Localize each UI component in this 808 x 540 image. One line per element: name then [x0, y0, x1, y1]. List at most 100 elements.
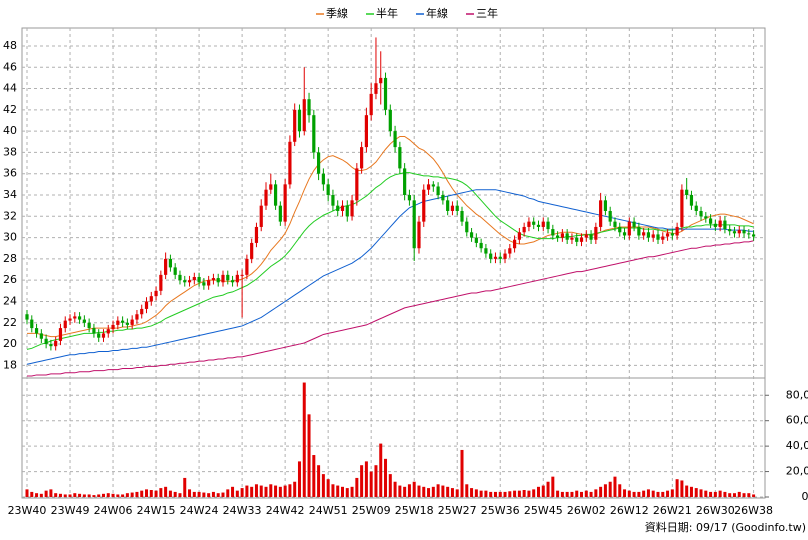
x-tick-label: 25W09 [352, 504, 391, 517]
candle-body [326, 184, 330, 196]
volume-bar [570, 491, 574, 497]
volume-bar [297, 461, 301, 497]
candle-body [742, 230, 746, 234]
volume-bar [556, 490, 560, 497]
candle-body [164, 258, 168, 275]
volume-bar [293, 481, 297, 497]
candle-body [436, 186, 440, 196]
candle-body [484, 248, 488, 254]
volume-bar [87, 494, 91, 497]
candle-body [532, 221, 536, 225]
candle-body [369, 93, 373, 116]
volume-bar [608, 481, 612, 497]
volume-bar [326, 479, 330, 497]
y-tick-label: 20 [3, 337, 17, 350]
volume-bar [685, 485, 689, 497]
volume-bar [288, 484, 292, 497]
volume-bar [278, 486, 282, 497]
y-tick-label: 40 [3, 124, 17, 137]
y-tick-label: 46 [3, 60, 17, 73]
candle-body [135, 314, 139, 320]
volume-bar [455, 489, 459, 497]
candle-body [560, 233, 564, 238]
y2-tick-label: 60,000 [786, 414, 808, 427]
volume-bar [594, 489, 598, 497]
volume-bar [101, 493, 105, 497]
x-tick-label: 25W18 [395, 504, 434, 517]
x-tick-label: 25W27 [438, 504, 477, 517]
candle-body [431, 184, 435, 187]
candle-body [106, 329, 110, 334]
candle-body [665, 233, 670, 237]
volume-bar [427, 488, 431, 497]
candle-body [187, 280, 192, 283]
volume-bar [422, 486, 426, 497]
candle-body [699, 210, 703, 217]
volume-bar [470, 488, 474, 497]
candle-body [474, 237, 478, 243]
candle-body [240, 274, 244, 276]
volume-bar [431, 486, 435, 497]
volume-bar [130, 492, 134, 497]
volume-bar [82, 494, 86, 497]
volume-bar [125, 493, 129, 497]
volume-bar [527, 490, 531, 497]
volume-bar [460, 449, 464, 497]
volume-bar [49, 489, 53, 497]
volume-bar [63, 494, 67, 497]
candle-body [49, 344, 53, 347]
volume-bar [35, 493, 39, 497]
volume-bar [384, 458, 388, 497]
volume-bar [646, 489, 650, 497]
ma-line [26, 172, 754, 350]
candle-body [570, 237, 574, 240]
volume-bar [599, 486, 603, 497]
volume-bar [718, 490, 722, 497]
volume-bar [54, 493, 58, 497]
volume-bar [340, 486, 344, 497]
x-tick-label: 24W33 [223, 504, 262, 517]
volume-bar [164, 486, 168, 497]
candle-body [708, 218, 713, 224]
candle-body [613, 221, 617, 227]
candle-body [685, 189, 689, 196]
candle-body [202, 282, 206, 286]
volume-bar [235, 490, 239, 497]
y-tick-label: 18 [3, 358, 17, 371]
volume-bar [168, 490, 172, 497]
candle-body [675, 226, 679, 236]
candle-body [183, 280, 187, 283]
volume-bar [417, 485, 421, 497]
candle-body [407, 195, 412, 201]
candle-body [293, 109, 297, 142]
volume-bar [30, 491, 34, 497]
x-tick-label: 26W02 [567, 504, 606, 517]
volume-bar [39, 493, 43, 497]
candle-body [512, 239, 517, 249]
candle-body [121, 320, 125, 323]
candle-body [632, 221, 636, 227]
candle-body [259, 205, 263, 227]
candle-body [752, 234, 756, 237]
legend-label: 年線 [426, 6, 448, 20]
candle-body [594, 226, 598, 240]
candle-body [312, 115, 316, 153]
candle-body [207, 280, 211, 286]
volume-bar [675, 479, 679, 497]
volume-bar [565, 491, 569, 497]
volume-bar [192, 491, 196, 497]
volume-bar [245, 485, 249, 497]
volume-bar [603, 484, 607, 497]
volume-bar [560, 491, 564, 497]
candle-body [446, 200, 450, 211]
volume-bar [503, 491, 507, 497]
candle-body [517, 232, 521, 240]
volume-bar [216, 493, 220, 497]
x-tick-label: 26W21 [653, 504, 692, 517]
volume-bar [259, 485, 263, 497]
candle-body [154, 290, 158, 297]
volume-bar [752, 494, 756, 497]
candle-body [302, 99, 306, 132]
volume-bar [121, 494, 125, 497]
candle-body [656, 234, 660, 240]
